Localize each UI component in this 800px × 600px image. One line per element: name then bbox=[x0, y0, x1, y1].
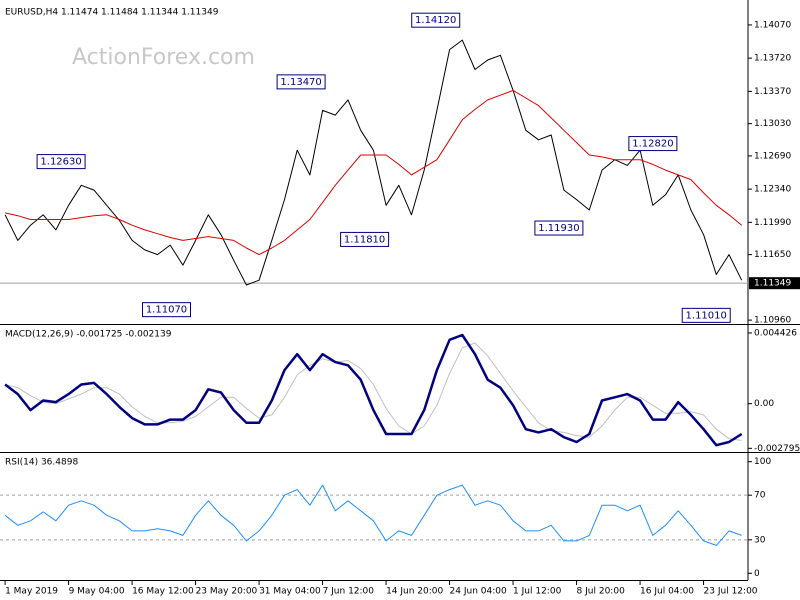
x-tick-label: 23 Jul 12:00 bbox=[704, 587, 758, 597]
panel-title: MACD(12,26,9) -0.001725 -0.002139 bbox=[5, 330, 172, 340]
annotation-box bbox=[411, 12, 461, 28]
series-line bbox=[4, 484, 742, 546]
annotation-label: 1.12630 bbox=[40, 157, 81, 168]
series-line bbox=[4, 333, 743, 447]
y-tick-label: 30 bbox=[754, 535, 766, 545]
y-tick-label: 0.00 bbox=[754, 399, 774, 409]
annotation-label: 1.14120 bbox=[415, 15, 456, 26]
annotation-label: 1.13470 bbox=[280, 77, 321, 88]
annotation-label: 1.11070 bbox=[146, 305, 187, 316]
series-line bbox=[4, 89, 743, 256]
x-tick-label: 9 May 04:00 bbox=[69, 587, 125, 597]
annotation-box bbox=[141, 302, 191, 318]
annotation-box bbox=[534, 220, 584, 236]
x-tick-label: 8 Jul 20:00 bbox=[577, 587, 626, 597]
annotation-box bbox=[681, 307, 731, 323]
x-tick-label: 16 May 12:00 bbox=[132, 587, 194, 597]
y-tick-label: -0.002795 bbox=[754, 444, 800, 454]
series-line bbox=[4, 342, 742, 441]
annotation-box bbox=[628, 136, 678, 152]
y-tick-label: 1.13370 bbox=[754, 87, 791, 97]
y-tick-label: 0 bbox=[754, 569, 760, 579]
y-tick-label: 1.10960 bbox=[754, 316, 791, 326]
x-tick-label: 16 Jul 04:00 bbox=[640, 587, 694, 597]
y-tick-label: 1.13030 bbox=[754, 119, 791, 129]
y-tick-label: 1.12690 bbox=[754, 151, 791, 161]
y-tick-label: 70 bbox=[754, 491, 766, 501]
x-tick-label: 1 May 2019 bbox=[5, 587, 58, 597]
y-tick-label: 1.14070 bbox=[754, 20, 791, 30]
current-price-label: 1.11349 bbox=[754, 279, 791, 289]
annotation-label: 1.12820 bbox=[632, 139, 673, 150]
x-tick-label: 1 Jul 12:00 bbox=[513, 587, 562, 597]
watermark: ActionForex.com bbox=[72, 45, 255, 70]
y-tick-label: 1.12340 bbox=[754, 185, 791, 195]
annotation-label: 1.11010 bbox=[686, 310, 727, 321]
panel-title: RSI(14) 36.4898 bbox=[5, 458, 78, 468]
panel-title: EURUSD,H4 1.11474 1.11484 1.11344 1.1134… bbox=[5, 8, 219, 18]
y-tick-label: 1.13720 bbox=[754, 54, 791, 64]
current-price-box bbox=[749, 277, 800, 290]
x-tick-label: 31 May 04:00 bbox=[259, 587, 321, 597]
annotation-label: 1.11810 bbox=[344, 234, 385, 245]
annotation-box bbox=[340, 231, 390, 247]
x-tick-label: 7 Jun 12:00 bbox=[323, 587, 375, 597]
annotation-box bbox=[276, 74, 326, 90]
y-tick-label: 100 bbox=[754, 457, 771, 467]
series-line bbox=[4, 39, 743, 286]
x-tick-label: 14 Jun 20:00 bbox=[386, 587, 443, 597]
annotation-label: 1.11930 bbox=[538, 223, 579, 234]
y-tick-label: 1.11650 bbox=[754, 250, 791, 260]
y-tick-label: 0.004426 bbox=[754, 328, 797, 338]
x-tick-label: 23 May 20:00 bbox=[196, 587, 258, 597]
y-tick-label: 1.11990 bbox=[754, 218, 791, 228]
x-tick-label: 24 Jun 04:00 bbox=[450, 587, 507, 597]
annotation-box bbox=[36, 154, 86, 170]
